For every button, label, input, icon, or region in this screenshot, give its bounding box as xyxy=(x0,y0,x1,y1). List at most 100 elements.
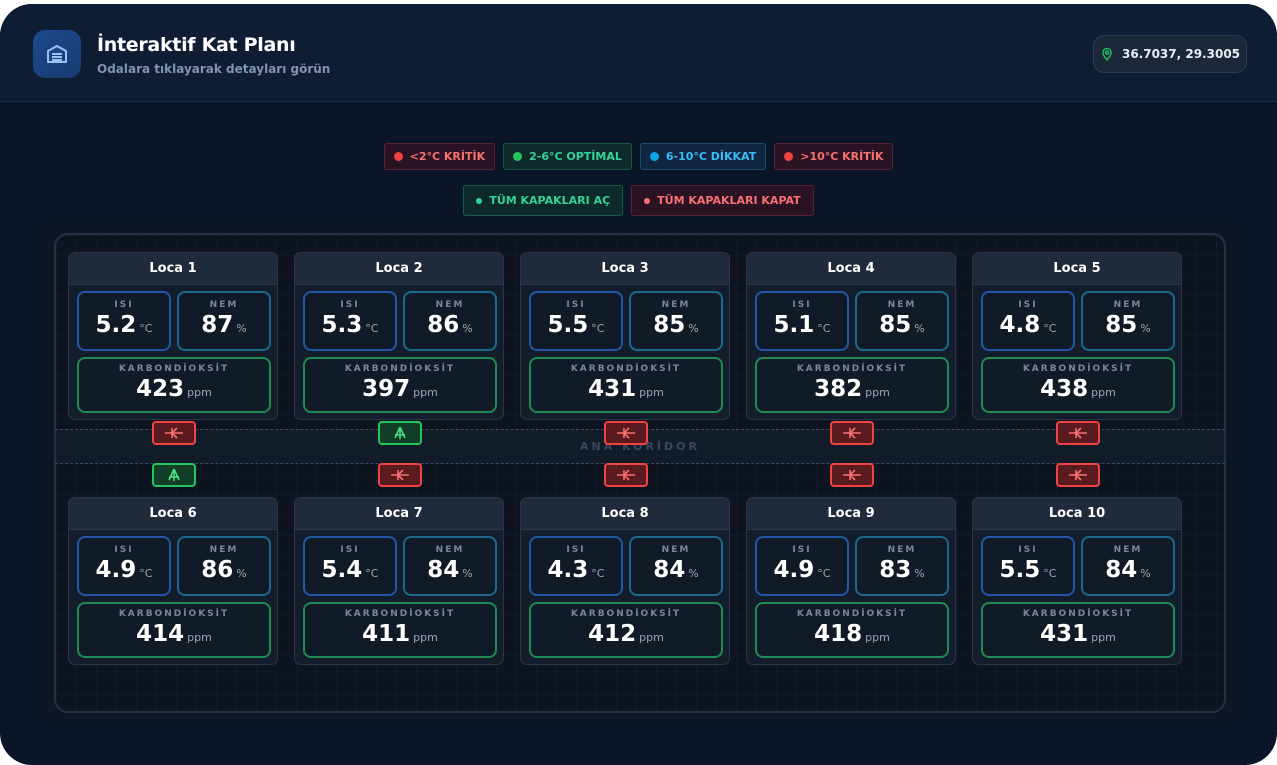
metric-label: KARBONDİOKSİT xyxy=(344,364,456,374)
temperature-metric: ISI 4.3 °C xyxy=(529,536,623,596)
metric-label: KARBONDİOKSİT xyxy=(570,364,682,374)
temperature-unit: °C xyxy=(139,322,153,335)
humidity-value: 87% xyxy=(179,312,269,342)
temperature-value: 5.1 °C xyxy=(757,312,847,342)
co2-number: 414 xyxy=(136,621,185,647)
humidity-value: 85% xyxy=(857,312,947,342)
humidity-unit: % xyxy=(688,322,699,335)
co2-number: 397 xyxy=(362,376,411,402)
humidity-unit: % xyxy=(236,567,247,580)
location-badge[interactable]: 36.7037, 29.3005 xyxy=(1093,35,1247,73)
co2-unit: ppm xyxy=(639,386,664,399)
humidity-metric: NEM 85% xyxy=(855,291,949,351)
room-card[interactable]: Loca 6 ISI 4.9 °C NEM 86% KARBONDİOKSİT 414 ppm xyxy=(68,497,278,665)
room-name: Loca 3 xyxy=(521,253,729,285)
co2-value: 438 ppm xyxy=(983,376,1173,406)
room-card[interactable]: Loca 9 ISI 4.9 °C NEM 83% KARBONDİOKSİT 418 ppm xyxy=(746,497,956,665)
room-card[interactable]: Loca 3 ISI 5.5 °C NEM 85% KARBONDİOKSİT 431 ppm xyxy=(520,252,730,420)
coordinates-text: 36.7037, 29.3005 xyxy=(1121,47,1241,61)
humidity-number: 85 xyxy=(1105,312,1138,338)
humidity-unit: % xyxy=(1140,322,1151,335)
humidity-metric: NEM 85% xyxy=(629,291,723,351)
co2-unit: ppm xyxy=(187,386,212,399)
door-closed-toggle[interactable] xyxy=(378,463,422,487)
button-label: TÜM KAPAKLARI AÇ xyxy=(489,194,611,207)
temperature-legend: <2°C KRİTİK 2-6°C OPTİMAL 6-10°C DİKKAT … xyxy=(0,143,1277,170)
door-closed-icon xyxy=(616,426,636,440)
door-closed-icon xyxy=(1068,426,1088,440)
door-closed-icon xyxy=(390,468,410,482)
metric-label: KARBONDİOKSİT xyxy=(796,364,908,374)
metric-label: NEM xyxy=(209,300,239,310)
room-card[interactable]: Loca 10 ISI 5.5 °C NEM 84% KARBONDİOKSİT 431 ppm xyxy=(972,497,1182,665)
temperature-number: 5.4 xyxy=(321,557,363,583)
co2-metric: KARBONDİOKSİT 431 ppm xyxy=(981,602,1175,658)
room-card[interactable]: Loca 2 ISI 5.3 °C NEM 86% KARBONDİOKSİT 397 ppm xyxy=(294,252,504,420)
room-card[interactable]: Loca 4 ISI 5.1 °C NEM 85% KARBONDİOKSİT 382 ppm xyxy=(746,252,956,420)
metric-label: NEM xyxy=(887,545,917,555)
humidity-number: 85 xyxy=(653,312,686,338)
door-closed-toggle[interactable] xyxy=(604,463,648,487)
room-card[interactable]: Loca 1 ISI 5.2 °C NEM 87% KARBONDİOKSİT 423 ppm xyxy=(68,252,278,420)
door-closed-toggle[interactable] xyxy=(604,421,648,445)
room-name: Loca 7 xyxy=(295,498,503,530)
co2-unit: ppm xyxy=(187,631,212,644)
close-all-doors-button[interactable]: TÜM KAPAKLARI KAPAT xyxy=(631,185,814,216)
door-actions: TÜM KAPAKLARI AÇ TÜM KAPAKLARI KAPAT xyxy=(0,185,1277,216)
room-name: Loca 4 xyxy=(747,253,955,285)
door-closed-toggle[interactable] xyxy=(152,421,196,445)
map-pin-icon xyxy=(1102,47,1112,61)
humidity-number: 84 xyxy=(427,557,460,583)
room-card[interactable]: Loca 8 ISI 4.3 °C NEM 84% KARBONDİOKSİT 412 ppm xyxy=(520,497,730,665)
metric-label: KARBONDİOKSİT xyxy=(118,364,230,374)
door-closed-toggle[interactable] xyxy=(1056,421,1100,445)
legend-label: 2-6°C OPTİMAL xyxy=(529,150,622,163)
metric-label: KARBONDİOKSİT xyxy=(1022,609,1134,619)
room-card[interactable]: Loca 5 ISI 4.8 °C NEM 85% KARBONDİOKSİT 438 ppm xyxy=(972,252,1182,420)
co2-unit: ppm xyxy=(413,386,438,399)
co2-unit: ppm xyxy=(639,631,664,644)
co2-number: 411 xyxy=(362,621,411,647)
temperature-unit: °C xyxy=(1043,322,1057,335)
legend-critical-low: <2°C KRİTİK xyxy=(383,143,496,170)
humidity-unit: % xyxy=(914,567,925,580)
metric-label: ISI xyxy=(114,300,134,310)
door-closed-toggle[interactable] xyxy=(830,463,874,487)
door-closed-icon xyxy=(1068,468,1088,482)
humidity-number: 85 xyxy=(879,312,912,338)
door-closed-toggle[interactable] xyxy=(1056,463,1100,487)
co2-value: 431 ppm xyxy=(531,376,721,406)
room-card[interactable]: Loca 7 ISI 5.4 °C NEM 84% KARBONDİOKSİT 411 ppm xyxy=(294,497,504,665)
door-open-toggle[interactable] xyxy=(378,421,422,445)
temperature-metric: ISI 5.2 °C xyxy=(77,291,171,351)
room-name: Loca 6 xyxy=(69,498,277,530)
room-name: Loca 2 xyxy=(295,253,503,285)
legend-dot xyxy=(784,152,794,161)
co2-number: 418 xyxy=(814,621,863,647)
metric-label: ISI xyxy=(114,545,134,555)
metric-label: ISI xyxy=(566,300,586,310)
door-closed-icon xyxy=(164,426,184,440)
room-name: Loca 1 xyxy=(69,253,277,285)
temperature-value: 5.5 °C xyxy=(531,312,621,342)
humidity-metric: NEM 84% xyxy=(629,536,723,596)
co2-value: 397 ppm xyxy=(305,376,495,406)
metric-label: KARBONDİOKSİT xyxy=(570,609,682,619)
door-open-icon xyxy=(164,467,184,483)
door-closed-toggle[interactable] xyxy=(830,421,874,445)
temperature-unit: °C xyxy=(591,322,605,335)
metric-label: NEM xyxy=(209,545,239,555)
co2-metric: KARBONDİOKSİT 412 ppm xyxy=(529,602,723,658)
door-closed-icon xyxy=(842,426,862,440)
door-open-toggle[interactable] xyxy=(152,463,196,487)
humidity-number: 86 xyxy=(427,312,460,338)
metric-label: ISI xyxy=(340,545,360,555)
open-all-doors-button[interactable]: TÜM KAPAKLARI AÇ xyxy=(463,185,624,216)
metric-label: NEM xyxy=(661,545,691,555)
humidity-metric: NEM 86% xyxy=(403,291,497,351)
page-subtitle: Odalara tıklayarak detayları görün xyxy=(97,62,331,76)
co2-unit: ppm xyxy=(1091,631,1116,644)
humidity-metric: NEM 86% xyxy=(177,536,271,596)
humidity-unit: % xyxy=(914,322,925,335)
humidity-number: 84 xyxy=(653,557,686,583)
